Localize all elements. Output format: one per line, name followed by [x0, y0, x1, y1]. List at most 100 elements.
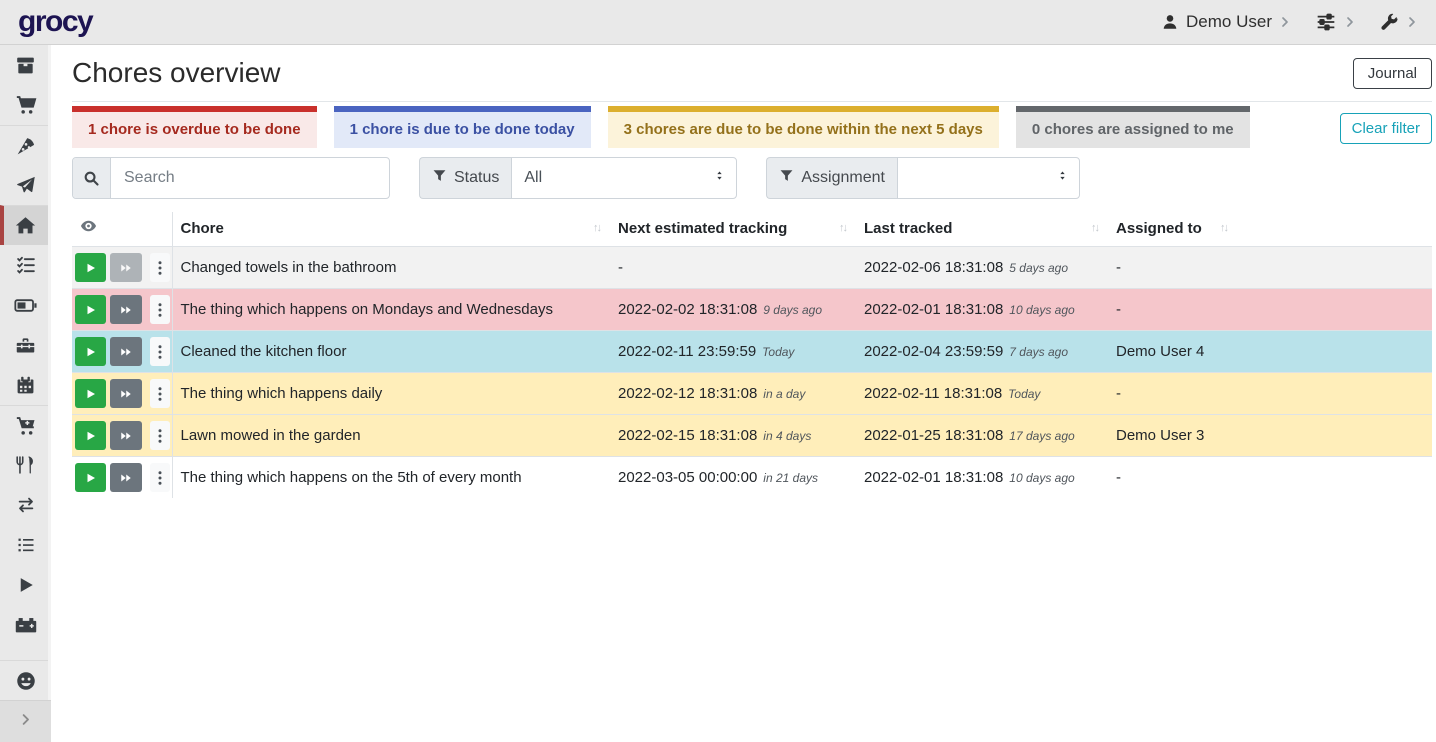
chore-row: The thing which happens on the 5th of ev… [72, 456, 1432, 498]
assigned-to-cell: - [1108, 288, 1237, 331]
assigned-to-cell: Demo User 4 [1108, 330, 1237, 373]
column-header-chore[interactable]: Chore ↑↓ [172, 212, 610, 247]
track-chore-button[interactable] [75, 379, 107, 408]
column-header-next-tracking[interactable]: Next estimated tracking ↑↓ [610, 212, 856, 247]
select-arrows-icon [1056, 168, 1069, 188]
chore-name-cell[interactable]: The thing which happens daily [172, 372, 610, 415]
sidebar-item-stock-overview[interactable] [0, 45, 51, 85]
assignment-select[interactable] [896, 157, 1080, 199]
sidebar-item-transfer[interactable] [0, 485, 51, 525]
chore-name-cell[interactable]: The thing which happens on Mondays and W… [172, 288, 610, 331]
sidebar-collapse-button[interactable] [0, 700, 51, 742]
sidebar-item-user-entities[interactable] [0, 660, 51, 700]
user-menu[interactable]: Demo User [1161, 12, 1291, 32]
sort-icon: ↑↓ [593, 222, 602, 234]
chore-row: Lawn mowed in the garden 2022-02-15 18:3… [72, 414, 1432, 457]
sidebar-item-meal-plan[interactable] [0, 165, 51, 205]
sort-icon: ↑↓ [1091, 222, 1100, 234]
skip-chore-button[interactable] [110, 379, 142, 408]
row-menu-button[interactable] [149, 295, 170, 324]
skip-chore-button[interactable] [110, 295, 142, 324]
last-tracked-cell: 2022-01-25 18:31:08 17 days ago [856, 414, 1108, 457]
clear-filter-button[interactable]: Clear filter [1339, 113, 1432, 144]
filter-card-0[interactable]: 1 chore is overdue to be done [72, 106, 317, 148]
wrench-icon [1380, 13, 1399, 32]
last-tracked-cell: 2022-02-04 23:59:59 7 days ago [856, 330, 1108, 373]
skip-chore-button[interactable] [110, 421, 142, 450]
next-tracking-cell: 2022-02-11 23:59:59 Today [610, 330, 856, 373]
sidebar-item-equipment[interactable] [0, 325, 51, 365]
track-chore-button[interactable] [75, 463, 107, 492]
row-menu-button[interactable] [149, 421, 170, 450]
sidebar-item-shopping-list[interactable] [0, 85, 51, 125]
assigned-to-cell: Demo User 3 [1108, 414, 1237, 457]
sidebar-scrollbar[interactable] [48, 45, 51, 700]
user-icon [1161, 13, 1179, 31]
sliders-icon [1315, 12, 1337, 32]
toolbox-icon [15, 335, 36, 355]
search-input[interactable] [111, 158, 389, 198]
admin-menu[interactable] [1380, 13, 1418, 32]
sidebar-item-batteries[interactable] [0, 285, 51, 325]
status-select[interactable]: All [511, 157, 738, 199]
smiley-icon [16, 671, 36, 691]
skip-chore-button[interactable] [110, 253, 142, 282]
track-chore-button[interactable] [75, 337, 107, 366]
sidebar-item-tasks[interactable] [0, 245, 51, 285]
sidebar-item-battery-tracking[interactable] [0, 605, 51, 645]
row-menu-button[interactable] [149, 253, 170, 282]
column-header-assigned-to[interactable]: Assigned to ↑↓ [1108, 212, 1237, 247]
sidebar-item-inventory[interactable] [0, 525, 51, 565]
sidebar-item-consume[interactable] [0, 445, 51, 485]
search-icon [73, 158, 111, 198]
sidebar-item-purchase[interactable] [0, 405, 51, 445]
battery-icon [14, 297, 37, 314]
filter-icon [432, 168, 447, 188]
track-chore-button[interactable] [75, 295, 107, 324]
assigned-to-cell: - [1108, 456, 1237, 498]
pizza-slice-icon [16, 136, 36, 156]
column-visibility-toggle[interactable] [72, 212, 173, 247]
column-header-last-tracked[interactable]: Last tracked ↑↓ [856, 212, 1108, 247]
sidebar-item-chore-tracking[interactable] [0, 565, 51, 605]
eye-icon [80, 220, 97, 237]
journal-button[interactable]: Journal [1352, 57, 1432, 89]
select-arrows-icon [713, 168, 726, 188]
grocy-logo[interactable]: grocy [18, 5, 94, 38]
track-chore-button[interactable] [75, 253, 107, 282]
chore-name-cell[interactable]: Changed towels in the bathroom [172, 246, 610, 289]
calendar-icon [16, 375, 35, 395]
settings-menu[interactable] [1315, 12, 1356, 32]
track-chore-button[interactable] [75, 421, 107, 450]
sidebar-item-recipes[interactable] [0, 125, 51, 165]
tasks-icon [16, 255, 36, 275]
chore-name-cell[interactable]: The thing which happens on the 5th of ev… [172, 456, 610, 498]
next-tracking-cell: 2022-03-05 00:00:00 in 21 days [610, 456, 856, 498]
filter-card-3[interactable]: 0 chores are assigned to me [1015, 106, 1250, 148]
utensils-icon [16, 455, 35, 475]
search-group [72, 157, 390, 199]
box-open-icon [15, 55, 36, 76]
home-icon [15, 215, 36, 236]
chevron-right-icon [1279, 15, 1291, 29]
sidebar-item-chores-overview[interactable] [0, 205, 51, 245]
main-content: Chores overview Journal 1 chore is overd… [51, 45, 1436, 498]
chore-name-cell[interactable]: Lawn mowed in the garden [172, 414, 610, 457]
sidebar-item-calendar[interactable] [0, 365, 51, 405]
sort-icon: ↑↓ [839, 222, 848, 234]
skip-chore-button[interactable] [110, 463, 142, 492]
row-menu-button[interactable] [149, 379, 170, 408]
assignment-filter: Assignment [766, 157, 1080, 199]
chore-name-cell[interactable]: Cleaned the kitchen floor [172, 330, 610, 373]
filter-card-2[interactable]: 3 chores are due to be done within the n… [607, 106, 999, 148]
next-tracking-cell: 2022-02-12 18:31:08 in a day [610, 372, 856, 415]
filter-card-1[interactable]: 1 chore is due to be done today [333, 106, 591, 148]
last-tracked-cell: 2022-02-01 18:31:08 10 days ago [856, 288, 1108, 331]
row-menu-button[interactable] [149, 337, 170, 366]
skip-chore-button[interactable] [110, 337, 142, 366]
chevron-right-icon [1406, 15, 1418, 29]
sort-icon: ↑↓ [1220, 222, 1229, 234]
chore-row: Changed towels in the bathroom - 2022-02… [72, 246, 1432, 289]
row-menu-button[interactable] [149, 463, 170, 492]
chores-table: Chore ↑↓ Next estimated tracking ↑↓ Last t… [72, 212, 1432, 498]
